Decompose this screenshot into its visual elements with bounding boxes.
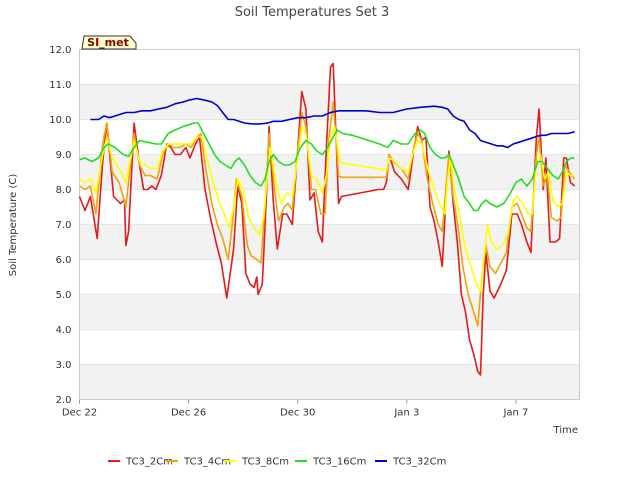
y-tick-label: 2.0 [56, 395, 72, 406]
plot-band [79, 294, 580, 330]
y-tick-label: 6.0 [56, 255, 72, 266]
plot-frame [79, 49, 580, 400]
y-tick-label: 5.0 [56, 290, 72, 301]
y-tick-label: 8.0 [56, 185, 72, 196]
legend: TC3_2Cm TC3_4Cm TC3_8Cm TC3_16Cm TC3_32Cm [108, 457, 446, 468]
site-badge-label: SI_met [87, 36, 129, 49]
y-tick-label: 7.0 [56, 220, 72, 231]
y-tick-label: 12.0 [49, 45, 71, 56]
legend-label: TC3_32Cm [392, 457, 446, 468]
y-tick-label: 11.0 [49, 80, 71, 91]
legend-label: TC3_4Cm [183, 457, 231, 468]
x-tick-label: Dec 30 [280, 408, 315, 419]
y-tick-label: 9.0 [56, 150, 72, 161]
x-tick-label: Dec 26 [171, 408, 206, 419]
series-line-tc3-32cm [90, 97, 575, 149]
chart-title: Soil Temperatures Set 3 [235, 5, 390, 20]
series-layer [78, 62, 576, 376]
y-tick-label: 3.0 [56, 360, 72, 371]
plot-band [79, 224, 580, 260]
x-axis-ticks: Dec 22 Dec 26 Dec 30 Jan 3 Jan 7 [62, 399, 528, 419]
y-axis-title: Soil Temperature (C) [8, 174, 19, 277]
y-axis-ticks: 2.0 3.0 4.0 5.0 6.0 7.0 8.0 9.0 10.0 11.0 12.0 [49, 45, 71, 406]
x-tick-label: Dec 22 [62, 408, 97, 419]
x-axis-title: Time [553, 425, 578, 436]
site-badge: SI_met [81, 35, 137, 50]
y-tick-label: 10.0 [49, 115, 71, 126]
site-badge-shape [81, 35, 137, 50]
legend-label: TC3_2Cm [125, 457, 173, 468]
legend-label: TC3_16Cm [312, 457, 366, 468]
plot-band [79, 364, 580, 400]
series-line-tc3-8cm [79, 125, 575, 292]
y-tick-label: 4.0 [56, 325, 72, 336]
plot-band [79, 154, 580, 190]
x-tick-label: Jan 7 [502, 408, 528, 419]
series-line-tc3-2cm [78, 62, 576, 376]
legend-label: TC3_8Cm [241, 457, 289, 468]
x-tick-label: Jan 3 [393, 408, 419, 419]
series-line-tc3-16cm [79, 122, 575, 212]
